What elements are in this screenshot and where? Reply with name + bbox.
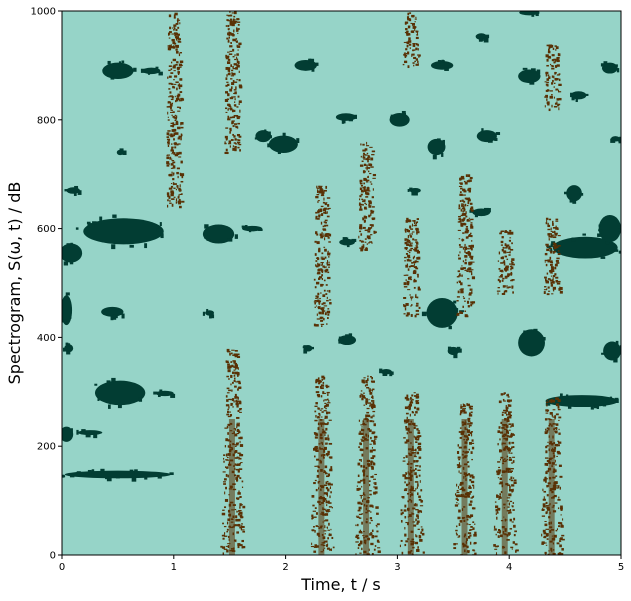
low-energy-region [421,297,464,330]
low-energy-region [254,129,273,143]
x-tick-label: 0 [59,562,65,573]
low-energy-region [475,33,490,43]
y-tick-label: 1000 [31,7,56,18]
low-energy-region [518,328,546,357]
x-axis-label: Time, t / s [300,575,381,594]
low-energy-region [447,346,462,359]
x-tick-label: 2 [282,562,288,573]
low-energy-region [62,342,74,355]
low-energy-region [62,468,174,482]
x-tick-label: 4 [506,562,512,573]
high-energy-band [403,217,421,318]
low-energy-region [339,237,357,248]
low-energy-region [476,128,501,143]
low-energy-region [267,132,300,155]
y-tick-label: 200 [37,442,56,453]
y-tick-label: 800 [37,115,56,126]
high-energy-band [355,375,381,555]
plot-background [62,11,621,555]
low-energy-region [75,214,164,250]
low-energy-region [545,393,619,410]
low-energy-region [427,138,446,160]
low-energy-region [62,292,73,326]
low-energy-region [407,187,421,196]
low-energy-region [94,377,146,409]
low-energy-region [76,429,103,439]
high-energy-band [313,185,332,327]
low-energy-region [519,11,540,17]
high-energy-band [402,12,421,69]
high-energy-band [493,392,520,555]
low-energy-region [338,333,357,346]
high-energy-band [453,403,477,555]
high-energy-band [358,141,377,252]
low-energy-region [389,110,410,127]
low-energy-region [202,308,215,319]
low-energy-region [241,225,263,233]
low-energy-region [302,345,315,354]
high-energy-band [456,174,476,318]
low-energy-region [62,242,83,266]
y-tick-label: 0 [50,551,56,562]
high-energy-band [166,12,185,209]
low-energy-region [294,58,319,72]
x-tick-label: 3 [394,562,400,573]
low-energy-region [116,148,127,156]
low-energy-region [601,340,621,363]
y-axis-ticks: 0 200 400 600 800 1000 [31,7,62,562]
high-energy-band [544,44,562,112]
low-energy-region [202,224,238,244]
high-energy-band [220,348,246,555]
high-energy-band [541,397,565,555]
low-energy-region [597,215,621,243]
y-tick-label: 400 [37,333,56,344]
high-energy-band [543,217,563,296]
low-energy-region [430,59,454,71]
low-energy-region [335,113,357,124]
x-tick-label: 5 [618,562,624,573]
y-tick-label: 600 [37,224,56,235]
low-energy-region [101,306,125,321]
low-energy-region [518,67,541,85]
high-energy-band [310,375,335,555]
low-energy-region [64,185,82,196]
x-axis-ticks: 0 1 2 3 4 5 [59,555,624,573]
low-energy-region [153,389,176,398]
high-energy-band [224,11,243,155]
low-energy-region [570,91,589,103]
low-energy-region [600,61,620,74]
heatmap-layer [62,11,621,555]
high-energy-band [496,229,515,295]
high-energy-band [399,392,426,555]
low-energy-region [379,368,394,377]
y-axis-label: Spectrogram, S(ω, t) / dB [5,182,24,385]
low-energy-region [102,60,137,80]
low-energy-region [564,185,584,204]
low-energy-region [62,426,74,442]
low-energy-region [610,136,621,144]
low-energy-region [140,66,163,76]
plot-frame [61,10,622,556]
x-tick-label: 1 [171,562,177,573]
